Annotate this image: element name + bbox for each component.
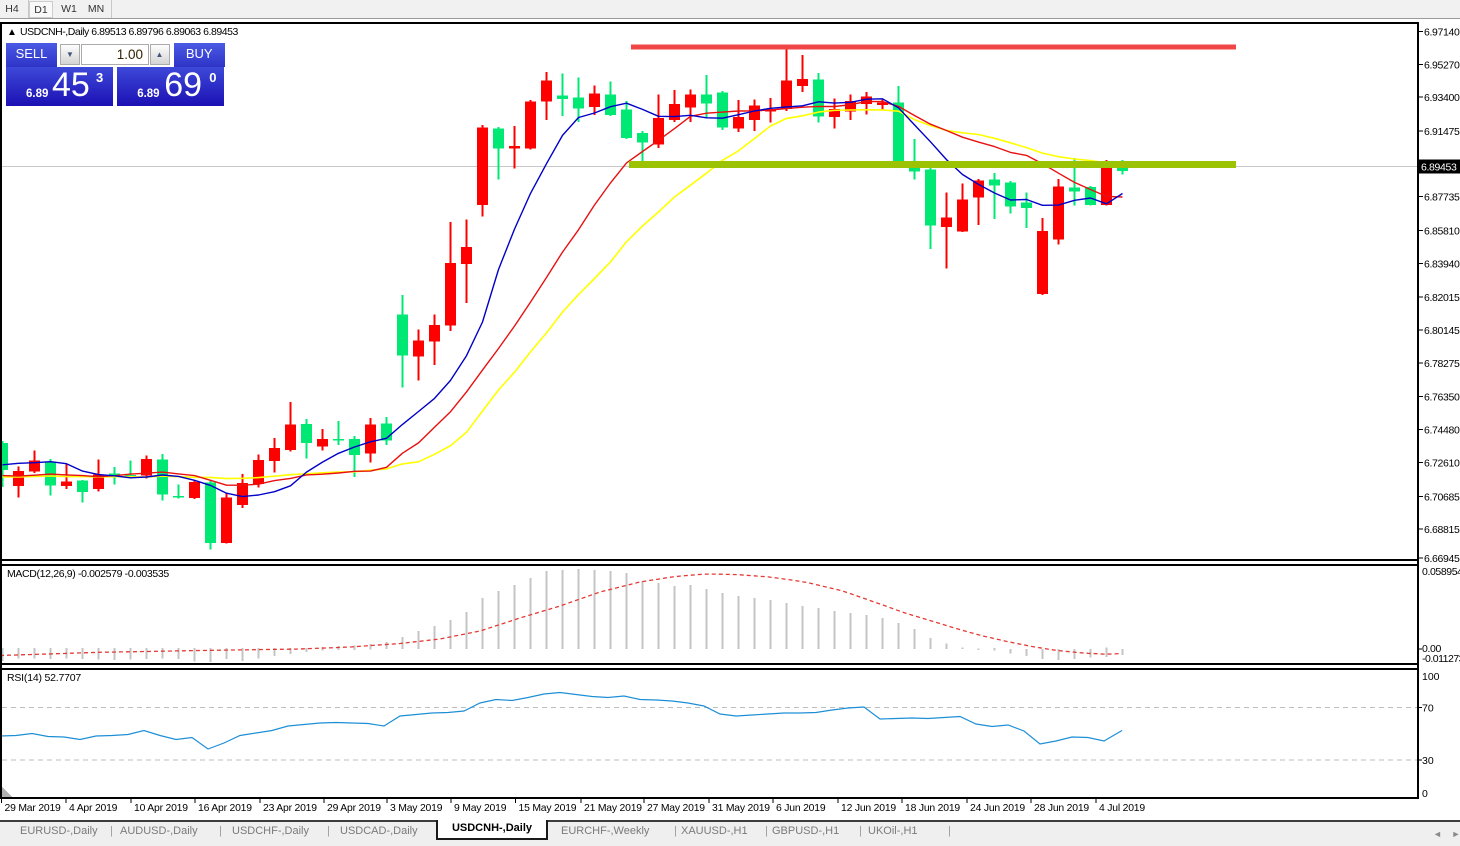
svg-text:27 May 2019: 27 May 2019: [647, 803, 705, 814]
svg-text:100: 100: [1422, 671, 1440, 683]
svg-text:-0.011273: -0.011273: [1422, 653, 1460, 665]
svg-text:30: 30: [1422, 755, 1434, 767]
svg-text:MACD(12,26,9) -0.002579 -0.003: MACD(12,26,9) -0.002579 -0.003535: [7, 568, 169, 580]
svg-text:0.00: 0.00: [1422, 643, 1442, 655]
svg-text:9 May 2019: 9 May 2019: [454, 803, 507, 814]
svg-text:70: 70: [1422, 703, 1434, 715]
svg-text:6.89453: 6.89453: [1421, 162, 1457, 174]
svg-text:6.72610: 6.72610: [1424, 457, 1460, 469]
svg-text:6.68815: 6.68815: [1424, 524, 1460, 536]
svg-text:RSI(14) 52.7707: RSI(14) 52.7707: [7, 672, 81, 684]
svg-text:21 May 2019: 21 May 2019: [584, 803, 642, 814]
svg-text:▲: ▲: [7, 27, 17, 38]
svg-text:10 Apr 2019: 10 Apr 2019: [134, 803, 188, 814]
svg-text:4 Jul 2019: 4 Jul 2019: [1099, 803, 1145, 814]
svg-text:6.74480: 6.74480: [1424, 425, 1460, 437]
svg-text:6.66945: 6.66945: [1424, 553, 1460, 565]
svg-text:28 Jun 2019: 28 Jun 2019: [1034, 803, 1089, 814]
svg-text:6.80145: 6.80145: [1424, 325, 1460, 337]
svg-text:USDCNH-,Daily 6.89513 6.89796: USDCNH-,Daily 6.89513 6.89796 6.89063 6.…: [20, 26, 239, 38]
svg-text:6.85810: 6.85810: [1424, 226, 1460, 238]
svg-text:16 Apr 2019: 16 Apr 2019: [198, 803, 252, 814]
svg-text:24 Jun 2019: 24 Jun 2019: [970, 803, 1025, 814]
svg-text:23 Apr 2019: 23 Apr 2019: [263, 803, 317, 814]
svg-text:6.97140: 6.97140: [1424, 27, 1460, 39]
svg-text:3 May 2019: 3 May 2019: [390, 803, 443, 814]
svg-text:6.70685: 6.70685: [1424, 491, 1460, 503]
svg-text:4 Apr 2019: 4 Apr 2019: [69, 803, 118, 814]
svg-text:6.82015: 6.82015: [1424, 292, 1460, 304]
svg-text:0: 0: [1422, 788, 1428, 800]
svg-text:29 Mar 2019: 29 Mar 2019: [5, 803, 62, 814]
svg-text:31 May 2019: 31 May 2019: [712, 803, 770, 814]
svg-text:15 May 2019: 15 May 2019: [519, 803, 577, 814]
svg-text:6 Jun 2019: 6 Jun 2019: [776, 803, 826, 814]
svg-text:6.91475: 6.91475: [1424, 126, 1460, 138]
svg-text:6.87735: 6.87735: [1424, 192, 1460, 204]
svg-text:0.058954: 0.058954: [1422, 566, 1460, 578]
svg-text:12 Jun 2019: 12 Jun 2019: [841, 803, 896, 814]
svg-text:6.93400: 6.93400: [1424, 92, 1460, 104]
svg-text:6.78275: 6.78275: [1424, 358, 1460, 370]
svg-text:6.95270: 6.95270: [1424, 59, 1460, 71]
svg-text:29 Apr 2019: 29 Apr 2019: [327, 803, 381, 814]
svg-text:6.83940: 6.83940: [1424, 258, 1460, 270]
svg-text:18 Jun 2019: 18 Jun 2019: [905, 803, 960, 814]
svg-text:6.76350: 6.76350: [1424, 392, 1460, 404]
